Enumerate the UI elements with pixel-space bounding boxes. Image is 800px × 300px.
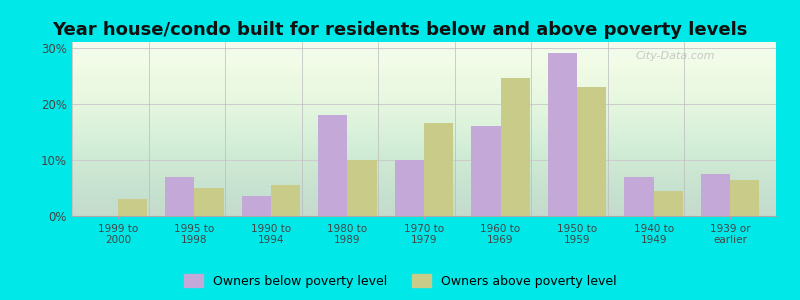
Bar [471,126,501,216]
Bar [654,191,682,216]
Bar [424,123,453,216]
Bar [625,177,654,216]
Bar [395,160,424,216]
Bar [347,160,377,216]
Bar [271,185,300,216]
Bar [166,177,194,216]
Text: City-Data.com: City-Data.com [635,51,714,62]
Bar [501,79,530,216]
Bar [730,179,759,216]
Legend: Owners below poverty level, Owners above poverty level: Owners below poverty level, Owners above… [184,274,616,288]
Bar [194,188,223,216]
Bar [577,87,606,216]
Bar [118,199,147,216]
Bar [318,115,347,216]
Bar [548,53,577,216]
Bar [242,196,271,216]
Text: Year house/condo built for residents below and above poverty levels: Year house/condo built for residents bel… [52,21,748,39]
Bar [701,174,730,216]
